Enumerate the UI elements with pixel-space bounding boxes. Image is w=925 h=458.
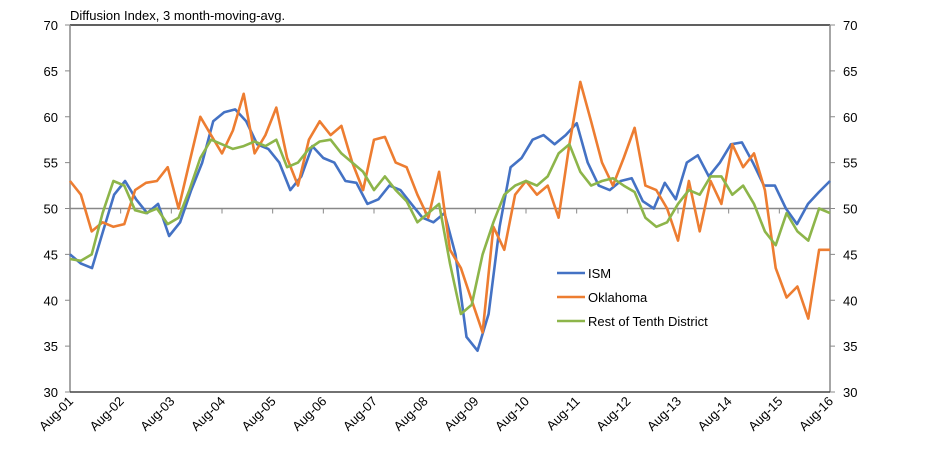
y-tick-label-left: 65 xyxy=(44,64,58,79)
x-tick-label: Aug-15 xyxy=(745,394,785,434)
y-tick-label-left: 40 xyxy=(44,293,58,308)
x-tick-label: Aug-04 xyxy=(188,394,228,434)
y-tick-label-right: 65 xyxy=(843,64,857,79)
x-tick-label: Aug-06 xyxy=(289,394,329,434)
y-tick-label-left: 30 xyxy=(44,385,58,400)
x-tick-label: Aug-11 xyxy=(543,394,583,434)
x-axis: Aug-01 Aug-02 Aug-03 Aug-04 Aug-05 Aug-06 Aug-… xyxy=(36,208,836,434)
legend: ISM Oklahoma Rest of Tenth District xyxy=(557,266,708,329)
legend-label: ISM xyxy=(588,266,611,281)
x-tick-label: Aug-09 xyxy=(441,394,481,434)
x-tick-label: Aug-12 xyxy=(593,394,633,434)
series-line-ism xyxy=(69,108,831,353)
y-tick-label-left: 35 xyxy=(44,339,58,354)
y-tick-label-right: 55 xyxy=(843,156,857,171)
y-tick-label-left: 70 xyxy=(44,18,58,33)
series-group xyxy=(68,80,831,353)
y-tick-label-left: 45 xyxy=(44,247,58,262)
x-tick-label: Aug-16 xyxy=(796,394,836,434)
x-tick-label: Aug-14 xyxy=(695,394,735,434)
x-tick-label: Aug-10 xyxy=(492,394,532,434)
y-axis-left: 30 35 40 45 50 55 60 65 70 xyxy=(44,18,70,400)
legend-label: Oklahoma xyxy=(588,290,648,305)
x-tick-label: Aug-02 xyxy=(87,394,127,434)
y-tick-label-right: 70 xyxy=(843,18,857,33)
y-tick-label-left: 50 xyxy=(44,202,58,217)
y-tick-label-right: 30 xyxy=(843,385,857,400)
x-tick-label: Aug-07 xyxy=(340,394,380,434)
x-tick-label: Aug-03 xyxy=(137,394,177,434)
y-axis-right: 30 35 40 45 50 55 60 65 70 xyxy=(830,18,857,400)
y-tick-label-right: 50 xyxy=(843,202,857,217)
y-tick-label-left: 60 xyxy=(44,110,58,125)
y-tick-label-right: 40 xyxy=(843,293,857,308)
x-tick-label: Aug-08 xyxy=(391,394,431,434)
chart-title: Diffusion Index, 3 month-moving-avg. xyxy=(70,8,285,23)
y-tick-label-left: 55 xyxy=(44,156,58,171)
y-tick-label-right: 60 xyxy=(843,110,857,125)
x-tick-label: Aug-13 xyxy=(644,394,684,434)
y-tick-label-right: 45 xyxy=(843,247,857,262)
legend-label: Rest of Tenth District xyxy=(588,314,708,329)
y-tick-label-right: 35 xyxy=(843,339,857,354)
series-line-oklahoma xyxy=(68,80,830,334)
series-line-rest-of-tenth-district xyxy=(69,138,831,316)
x-tick-label: Aug-05 xyxy=(239,394,279,434)
